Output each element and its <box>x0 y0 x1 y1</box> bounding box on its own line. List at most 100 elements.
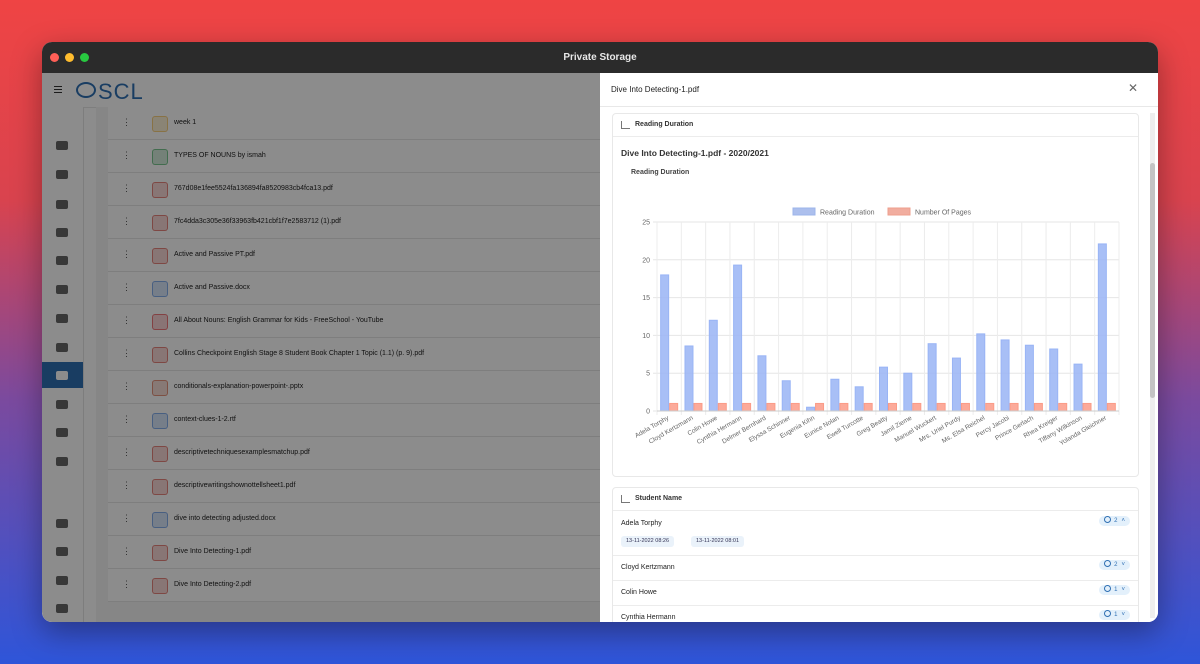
card-title: Reading Duration <box>635 121 694 128</box>
file-icon <box>152 281 168 297</box>
bar <box>1024 344 1034 412</box>
file-name: 7fc4dda3c305e36f33963fb421cbf1f7e2583712… <box>174 218 341 225</box>
y-tick-label: 25 <box>642 220 650 227</box>
file-row[interactable]: ⋮ context-clues-1-2.rtf <box>108 404 600 437</box>
count-badge[interactable]: 1 ˅ <box>1099 610 1130 620</box>
more-icon: ⋮ <box>122 216 131 226</box>
file-row[interactable]: ⋮ descriptivewritingshownottellsheet1.pdf <box>108 470 600 503</box>
file-icon <box>152 248 168 264</box>
file-icon <box>152 545 168 561</box>
count: 1 <box>1114 612 1118 618</box>
student-row: Cynthia Hermann 1 ˅ <box>613 605 1138 622</box>
bar <box>684 345 694 412</box>
nav-icon <box>56 604 68 613</box>
count: 2 <box>1114 518 1118 524</box>
chart: 0 5 10 15 20 25 Reading Duration Number Of Page… <box>634 207 1120 447</box>
file-row[interactable]: ⋮ descriptivetechniquesexamplesmatchup.pd… <box>108 437 600 470</box>
clock-icon <box>1104 560 1112 567</box>
bar <box>669 402 679 412</box>
file-row[interactable]: ⋮ All About Nouns: English Grammar for Ki… <box>108 305 600 338</box>
overlay[interactable] <box>42 73 600 622</box>
student-name: Cloyd Kertzmann <box>621 564 675 571</box>
legend-swatch <box>887 207 911 216</box>
bar <box>903 372 913 412</box>
y-tick-label: 0 <box>646 409 650 416</box>
nav-icon <box>56 256 68 265</box>
nav-icon <box>56 170 68 179</box>
file-name: context-clues-1-2.rtf <box>174 416 236 423</box>
file-list: ⋮ week 1 ⋮ TYPES OF NOUNS by ismah ⋮ 767d08e1… <box>96 107 600 622</box>
minimize-button[interactable] <box>65 53 74 62</box>
nav-icon <box>56 519 68 528</box>
nav-icon <box>56 200 68 209</box>
file-row[interactable]: ⋮ Active and Passive.docx <box>108 272 600 305</box>
panel-title: Dive Into Detecting-1.pdf <box>611 85 700 94</box>
bar <box>951 357 961 412</box>
window: Private Storage SCL ⋮ week 1 ⋮ TYPES OF NOU… <box>42 42 1158 622</box>
file-row[interactable]: ⋮ TYPES OF NOUNS by ismah <box>108 140 600 173</box>
panel-header <box>600 73 1158 107</box>
card-header: Reading Duration <box>613 114 1138 137</box>
nav-icon <box>56 457 68 466</box>
file-row[interactable]: ⋮ conditionals-explanation-powerpoint-.pp… <box>108 371 600 404</box>
file-row[interactable]: ⋮ 767d08e1fee5524fa136894fa8520983cb4fca1… <box>108 173 600 206</box>
file-icon <box>152 314 168 330</box>
card-title: Student Name <box>635 495 683 502</box>
bar <box>1009 402 1019 412</box>
count: 2 <box>1114 562 1118 568</box>
clock-icon <box>1104 516 1112 523</box>
close-icon[interactable]: ✕ <box>1128 81 1139 95</box>
file-row[interactable]: ⋮ Dive Into Detecting-1.pdf <box>108 536 600 569</box>
bar <box>1000 339 1010 412</box>
count-badge[interactable]: 2 ˅ <box>1099 560 1130 570</box>
y-tick-label: 10 <box>642 333 650 340</box>
clock-icon <box>1104 610 1112 617</box>
bar <box>757 355 767 412</box>
file-name: descriptivewritingshownottellsheet1.pdf <box>174 482 296 489</box>
scrollbar-thumb[interactable] <box>1150 163 1155 398</box>
nav-icon <box>56 343 68 352</box>
title-bar: Private Storage <box>42 42 1158 73</box>
count-badge[interactable]: 1 ˅ <box>1099 585 1130 595</box>
zoom-button[interactable] <box>80 53 89 62</box>
nav-icon <box>56 228 68 237</box>
bar <box>781 380 791 412</box>
file-icon <box>152 512 168 528</box>
bar <box>879 366 888 412</box>
file-row[interactable]: ⋮ week 1 <box>108 107 600 140</box>
bar <box>1097 243 1107 412</box>
bar <box>693 402 703 412</box>
date-chip: 13-11-2022 08:26 <box>621 536 675 547</box>
more-icon: ⋮ <box>122 249 131 259</box>
file-name: 767d08e1fee5524fa136894fa8520983cb4fca13… <box>174 185 333 192</box>
nav-icon <box>56 576 68 585</box>
nav-icon <box>56 285 68 294</box>
file-icon <box>152 149 168 165</box>
bar <box>830 378 840 412</box>
more-icon: ⋮ <box>122 546 131 556</box>
menu-icon[interactable] <box>54 86 62 87</box>
more-icon: ⋮ <box>122 315 131 325</box>
file-name: Active and Passive.docx <box>174 284 250 291</box>
bar <box>733 264 743 412</box>
file-row[interactable]: ⋮ Dive Into Detecting-2.pdf <box>108 569 600 602</box>
bar <box>806 406 816 412</box>
nav-icon <box>56 428 68 437</box>
file-row[interactable]: ⋮ Active and Passive PT.pdf <box>108 239 600 272</box>
count-badge[interactable]: 2 ˄ <box>1099 516 1130 526</box>
students-card: Student Name Adela Torphy 2 ˄ 13-11-2022 08… <box>612 487 1139 622</box>
bar <box>985 402 995 412</box>
chevron: ˄ <box>1121 518 1125 524</box>
bar <box>1049 348 1059 412</box>
chevron: ˅ <box>1121 612 1125 618</box>
bar <box>888 402 897 412</box>
file-row[interactable]: ⋮ Collins Checkpoint English Stage 8 Stud… <box>108 338 600 371</box>
file-row[interactable]: ⋮ 7fc4dda3c305e36f33963fb421cbf1f7e258371… <box>108 206 600 239</box>
close-button[interactable] <box>50 53 59 62</box>
legend-label: Reading Duration <box>820 210 875 217</box>
bar <box>790 402 800 412</box>
file-row[interactable]: ⋮ dive into detecting adjusted.docx <box>108 503 600 536</box>
file-name: All About Nouns: English Grammar for Kid… <box>174 317 384 324</box>
legend-label: Number Of Pages <box>915 210 972 217</box>
